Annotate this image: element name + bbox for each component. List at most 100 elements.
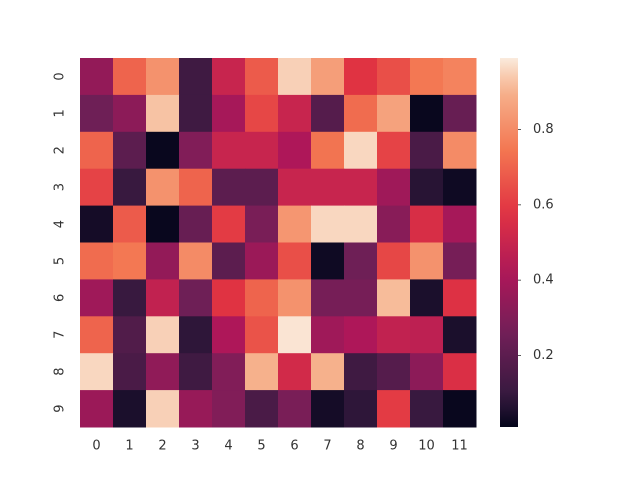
heatmap-cell [212,168,246,207]
colorbar-tick-label: 0.6 [533,197,554,212]
colorbar [500,58,518,427]
heatmap-cell [179,242,213,280]
heatmap-cell [146,58,180,96]
heatmap-cell [245,58,279,96]
heatmap-cell [443,316,477,354]
heatmap-cell [179,390,213,428]
heatmap-cell [113,58,147,96]
heatmap-cell [311,168,345,207]
heatmap-cell [344,58,378,96]
heatmap-cell [410,94,444,133]
heatmap-cell [311,205,345,243]
heatmap-cell [80,390,114,428]
heatmap-cell [377,131,411,170]
heatmap-cell [278,353,312,391]
heatmap-cell [179,205,213,243]
heatmap-cell [443,353,477,391]
y-tick-label: 6 [53,294,68,302]
heatmap-cell [311,390,345,428]
heatmap-cell [377,279,411,317]
heatmap-cell [113,316,147,354]
heatmap-cell [245,131,279,170]
x-tick-label: 10 [418,439,435,454]
x-tick-label: 8 [356,439,364,454]
heatmap-cell [344,390,378,428]
heatmap-cell [113,168,147,207]
heatmap-cell [344,205,378,243]
x-tick-label: 0 [92,439,100,454]
heatmap-cell [113,205,147,243]
heatmap-cell [80,94,114,133]
heatmap-cell [344,168,378,207]
heatmap-cell [344,316,378,354]
heatmap-cell [80,353,114,391]
heatmap-cell [179,316,213,354]
heatmap-cell [278,168,312,207]
heatmap-cell [212,205,246,243]
heatmap-cell [278,279,312,317]
heatmap-cell [113,242,147,280]
heatmap-cell [344,94,378,133]
heatmap-cell [212,316,246,354]
heatmap-cell [344,242,378,280]
heatmap-cell [146,168,180,207]
heatmap-cell [212,131,246,170]
heatmap-cell [146,131,180,170]
x-tick-label: 9 [389,439,397,454]
heatmap-cell [245,242,279,280]
heatmap-cell [245,205,279,243]
y-tick-label: 2 [53,146,68,154]
heatmap-cell [311,131,345,170]
heatmap-cell [443,205,477,243]
heatmap-cell [278,316,312,354]
colorbar-tick-label: 0.2 [533,348,554,363]
heatmap-cell [212,94,246,133]
heatmap-cell [278,242,312,280]
heatmap-cell [212,279,246,317]
heatmap-cell [146,390,180,428]
heatmap-cell [212,353,246,391]
heatmap-cell [80,242,114,280]
heatmap-cell [311,353,345,391]
heatmap-cell [443,242,477,280]
heatmap-cell [377,390,411,428]
heatmap-cell [179,168,213,207]
heatmap-cell [179,279,213,317]
heatmap-cell [278,205,312,243]
heatmap-cell [80,168,114,207]
y-tick-label: 8 [53,368,68,376]
heatmap-cell [311,316,345,354]
heatmap-cell [113,131,147,170]
y-tick-label: 1 [53,109,68,117]
heatmap-cell [113,353,147,391]
heatmap-cell [80,316,114,354]
y-tick-label: 0 [53,72,68,80]
heatmap-cell [278,94,312,133]
heatmap-cell [245,279,279,317]
heatmap-cell [278,131,312,170]
heatmap-cell [443,168,477,207]
heatmap-cell [146,316,180,354]
heatmap-cell [146,279,180,317]
heatmap-cell [377,353,411,391]
heatmap-cell [344,353,378,391]
heatmap-cell [410,242,444,280]
heatmap-cell [113,390,147,428]
heatmap-cell [443,131,477,170]
colorbar-tick-label: 0.4 [533,273,554,288]
heatmap-cell [410,131,444,170]
heatmap-cell [245,94,279,133]
heatmap-cell [311,279,345,317]
heatmap-cell [179,58,213,96]
heatmap-cell [146,94,180,133]
y-tick-label: 7 [53,331,68,339]
y-tick-label: 5 [53,257,68,265]
heatmap-cell [80,279,114,317]
heatmap-cell [146,353,180,391]
heatmap-cell [410,168,444,207]
heatmap-cell [344,279,378,317]
heatmap-cell [377,316,411,354]
heatmap-cell [410,58,444,96]
heatmap-cell [179,131,213,170]
